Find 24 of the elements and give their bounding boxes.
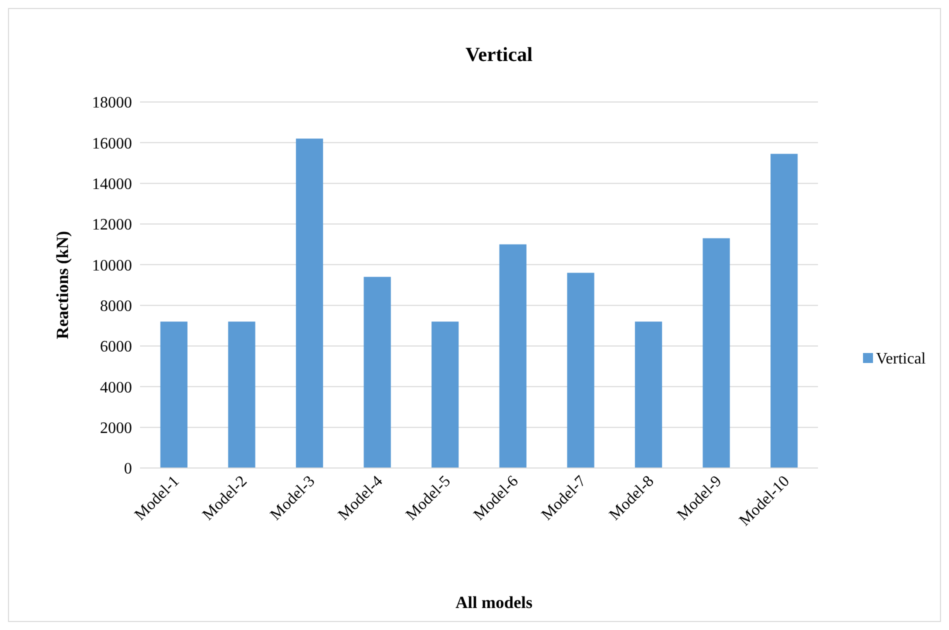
bar [296, 138, 324, 468]
bar [432, 322, 459, 468]
y-tick-label: 18000 [92, 94, 132, 112]
y-axis-title: Reactions (kN) [53, 230, 72, 340]
bar [770, 154, 798, 468]
bar [228, 322, 256, 468]
legend-label: Vertical [876, 350, 926, 368]
bar [499, 244, 526, 468]
bar [567, 272, 594, 468]
chart-title: Vertical [465, 44, 533, 66]
y-tick-label: 10000 [92, 257, 132, 274]
y-tick-label: 6000 [100, 338, 132, 356]
y-tick-label: 8000 [100, 298, 132, 315]
y-tick-label: 4000 [100, 379, 132, 396]
y-tick-label: 2000 [100, 420, 132, 437]
y-tick-label: 12000 [92, 216, 132, 234]
y-tick-label: 14000 [92, 176, 132, 193]
y-tick-label: 0 [124, 460, 132, 478]
bar [702, 238, 730, 468]
bar [160, 322, 188, 468]
x-axis-title: All models [456, 593, 533, 612]
y-tick-label: 16000 [92, 135, 132, 152]
bar [634, 322, 662, 468]
bar [364, 276, 391, 468]
